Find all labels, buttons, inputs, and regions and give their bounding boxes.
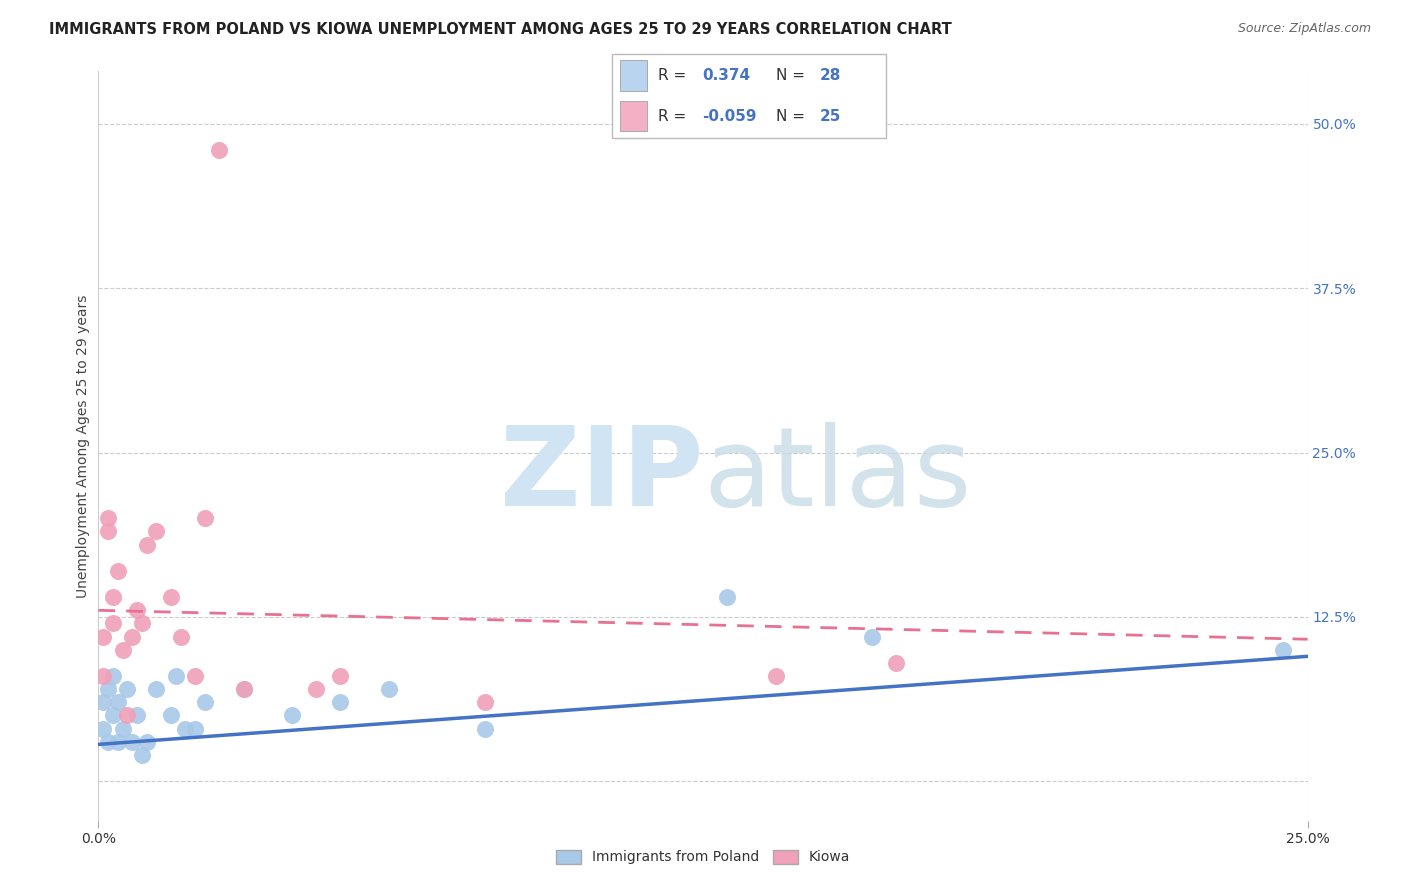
Point [184, 669, 207, 683]
Point [232, 682, 254, 697]
Point [107, 735, 129, 749]
Point [160, 590, 183, 604]
Point [127, 603, 149, 617]
Point [97, 682, 120, 697]
Point [91, 669, 114, 683]
Point [101, 708, 124, 723]
Point [474, 695, 496, 709]
Text: 25: 25 [820, 109, 841, 124]
Text: R =: R = [658, 68, 686, 83]
Point [329, 695, 352, 709]
Point [281, 708, 304, 723]
Y-axis label: Unemployment Among Ages 25 to 29 years: Unemployment Among Ages 25 to 29 years [76, 294, 90, 598]
Point [232, 682, 254, 697]
Legend: Immigrants from Poland, Kiowa: Immigrants from Poland, Kiowa [550, 844, 856, 870]
Point [165, 669, 187, 683]
Point [111, 642, 134, 657]
Point [111, 722, 134, 736]
Text: N =: N = [776, 68, 806, 83]
FancyBboxPatch shape [620, 101, 647, 131]
Point [305, 682, 328, 697]
Point [145, 524, 167, 539]
Text: IMMIGRANTS FROM POLAND VS KIOWA UNEMPLOYMENT AMONG AGES 25 TO 29 YEARS CORRELATI: IMMIGRANTS FROM POLAND VS KIOWA UNEMPLOY… [49, 22, 952, 37]
Point [97, 524, 120, 539]
Point [765, 669, 787, 683]
Point [886, 656, 908, 670]
FancyBboxPatch shape [612, 54, 886, 138]
Point [860, 630, 883, 644]
Text: R =: R = [658, 109, 686, 124]
Point [194, 511, 217, 525]
Point [135, 538, 157, 552]
Point [329, 669, 352, 683]
Point [121, 630, 143, 644]
Point [145, 682, 167, 697]
Point [91, 695, 114, 709]
Text: atlas: atlas [703, 423, 972, 530]
Point [377, 682, 399, 697]
Point [117, 708, 139, 723]
Point [131, 616, 153, 631]
Point [121, 735, 143, 749]
Point [107, 695, 129, 709]
Point [174, 722, 197, 736]
Point [91, 722, 114, 736]
Text: 0.374: 0.374 [702, 68, 751, 83]
Point [160, 708, 183, 723]
Point [127, 708, 149, 723]
Point [131, 747, 153, 762]
Point [117, 682, 139, 697]
Point [101, 616, 124, 631]
Text: -0.059: -0.059 [702, 109, 756, 124]
Text: ZIP: ZIP [499, 423, 703, 530]
Point [208, 143, 231, 157]
Point [97, 735, 120, 749]
FancyBboxPatch shape [620, 61, 647, 91]
Point [101, 669, 124, 683]
Point [194, 695, 217, 709]
Point [184, 722, 207, 736]
Point [101, 590, 124, 604]
Point [97, 511, 120, 525]
Point [91, 630, 114, 644]
Point [1272, 642, 1295, 657]
Point [716, 590, 738, 604]
Text: Source: ZipAtlas.com: Source: ZipAtlas.com [1237, 22, 1371, 36]
Point [135, 735, 157, 749]
Point [169, 630, 191, 644]
Point [107, 564, 129, 578]
Text: 28: 28 [820, 68, 841, 83]
Text: N =: N = [776, 109, 806, 124]
Point [474, 722, 496, 736]
